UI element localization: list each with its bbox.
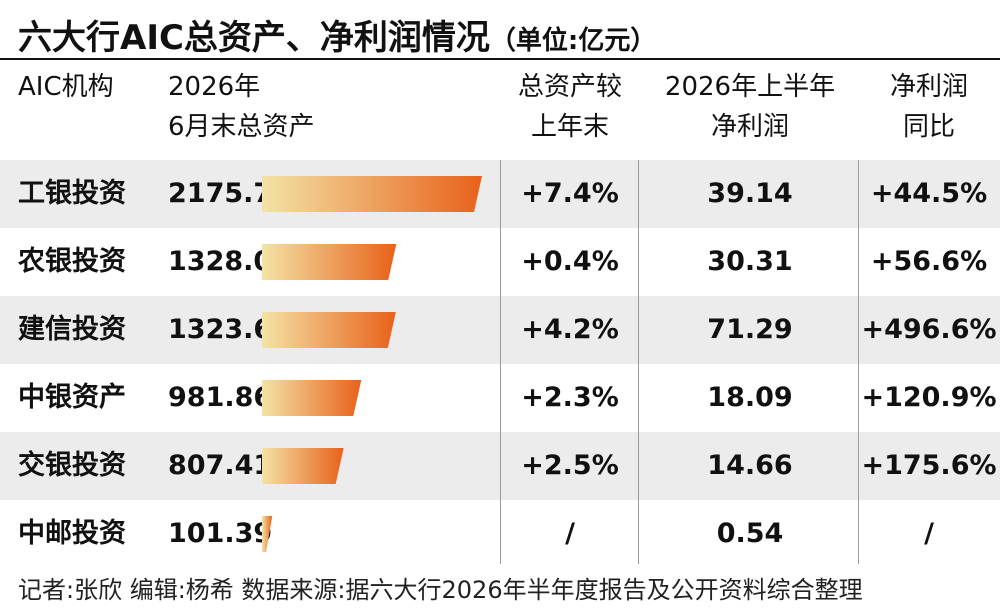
net-profit-value: 30.31 [707,246,793,277]
profit-yoy-value: +44.5% [870,178,988,209]
profit-yoy-value: +496.6% [861,314,997,345]
profit-yoy-value: +175.6% [861,450,997,481]
total-assets-bar [262,176,482,212]
net-profit-value: 0.54 [716,518,784,549]
profit-yoy-value: / [924,518,934,549]
header-yoy-line2: 同比 [902,112,955,142]
bar-shape [262,448,344,484]
divider-2 [638,160,639,564]
header-assets-line2: 6月末总资产 [168,112,315,142]
net-profit-value: 39.14 [707,178,793,209]
institution-name: 交银投资 [18,450,126,481]
assets-growth-value: +2.5% [521,450,619,481]
total-assets-bar [262,312,396,348]
total-assets-bar [262,448,344,484]
bar-shape [262,312,396,348]
institution-name: 工银投资 [18,178,126,209]
header-growth-line2: 上年末 [530,112,609,142]
bar-shape [262,244,397,280]
assets-growth-value: +7.4% [521,178,619,209]
bar-shape [262,516,273,552]
total-assets-value: 981.86 [168,382,273,413]
divider-3 [858,160,859,564]
header-profit-line1: 2026年上半年 [664,72,836,102]
table-row: 农银投资 1328.01 +0.4% 30.31 +56.6% [0,228,1000,296]
chart-title: 六大行AIC总资产、净利润情况（单位:亿元） [18,10,656,59]
net-profit-value: 14.66 [707,450,793,481]
bar-shape [262,176,482,212]
total-assets-value: 807.41 [168,450,273,481]
net-profit-value: 18.09 [707,382,793,413]
header-yoy-line1: 净利润 [889,72,968,102]
institution-name: 建信投资 [18,314,126,345]
header-institution: AIC机构 [18,72,114,102]
assets-growth-value: +0.4% [521,246,619,277]
total-assets-value: 101.39 [168,518,273,549]
assets-growth-value: / [565,518,575,549]
assets-growth-value: +2.3% [521,382,619,413]
net-profit-value: 71.29 [707,314,793,345]
divider-1 [500,160,501,564]
footer-credits: 记者:张欣 编辑:杨希 数据来源:据六大行2026年半年度报告及公开资料综合整理 [18,576,863,604]
table-row: 中邮投资 101.39 / 0.54 / [0,500,1000,568]
unit-label: （单位:亿元） [489,26,657,56]
title-rule [0,58,1000,60]
header-assets-line1: 2026年 [168,72,261,102]
table-row: 中银资产 981.86 +2.3% 18.09 +120.9% [0,364,1000,432]
header-growth-line1: 总资产较 [517,72,622,102]
total-assets-bar [262,244,397,280]
total-assets-bar [262,516,273,552]
profit-yoy-value: +56.6% [870,246,988,277]
assets-growth-value: +4.2% [521,314,619,345]
bar-shape [262,380,362,416]
header-profit-line2: 净利润 [710,112,789,142]
institution-name: 中银资产 [18,382,126,413]
institution-name: 中邮投资 [18,518,126,549]
profit-yoy-value: +120.9% [861,382,997,413]
institution-name: 农银投资 [18,246,126,277]
title-text: 六大行AIC总资产、净利润情况 [18,18,490,58]
total-assets-bar [262,380,362,416]
